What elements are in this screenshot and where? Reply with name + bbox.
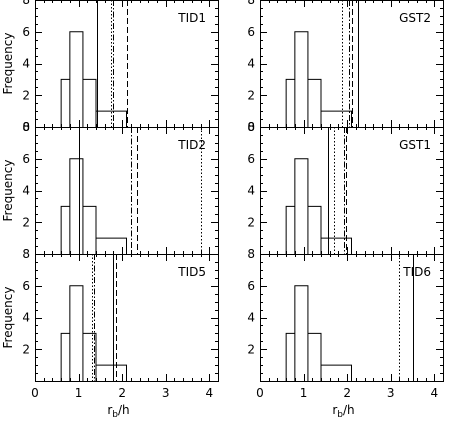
x-tick-label: 1	[75, 386, 83, 400]
histogram-bar	[286, 333, 295, 381]
histogram-bar	[321, 365, 352, 381]
x-tick-label: 1	[300, 386, 308, 400]
panel-tid1: 0 2 4 6 8 TID1 Frequency	[1, 0, 219, 134]
histogram	[285, 158, 352, 254]
panel-label: TID2	[177, 138, 206, 152]
histogram-bar	[61, 333, 70, 381]
x-tick-label: 4	[430, 386, 438, 400]
histogram-bar	[96, 365, 127, 381]
panel-label: TID1	[177, 11, 206, 25]
panel-label: TID5	[177, 265, 206, 279]
histogram-bar	[83, 79, 96, 127]
histogram-bar	[96, 238, 127, 254]
histogram-bar	[61, 79, 70, 127]
panel-label: TID6	[402, 265, 431, 279]
histogram-bar	[295, 286, 308, 381]
panel-label: GST1	[399, 138, 431, 152]
x-axis-label-main: r	[332, 403, 337, 417]
histogram	[60, 158, 127, 254]
x-axis-label-tail: /h	[343, 403, 355, 417]
x-tick-label: 3	[387, 386, 395, 400]
y-tick-label: 2	[22, 88, 30, 102]
histogram-bar	[286, 79, 295, 127]
y-tick-label: 6	[247, 152, 255, 166]
x-axis-label: rb/h	[107, 403, 129, 420]
y-tick-label: 8	[22, 120, 30, 134]
histogram-bar	[70, 159, 83, 254]
y-tick-label: 2	[247, 215, 255, 229]
y-tick-label: 6	[22, 25, 30, 39]
y-tick-label: 6	[22, 279, 30, 293]
y-tick-label: 2	[247, 88, 255, 102]
y-tick-label: 8	[247, 247, 255, 261]
x-axis-label-sub: b	[337, 410, 343, 420]
y-tick-label: 0	[247, 120, 255, 134]
x-tick-label: 3	[162, 386, 170, 400]
x-axis-label-main: r	[107, 403, 112, 417]
y-tick-label: 8	[247, 0, 255, 7]
histogram-bar	[70, 286, 83, 381]
x-axis-label-tail: /h	[118, 403, 130, 417]
y-tick-label: 8	[247, 120, 255, 134]
histogram-bar	[295, 159, 308, 254]
histogram	[285, 285, 352, 381]
y-tick-label: 2	[247, 342, 255, 356]
y-tick-label: 8	[22, 247, 30, 261]
x-tick-label: 4	[205, 386, 213, 400]
y-axis-label: Frequency	[1, 287, 15, 349]
y-tick-label: 4	[22, 184, 30, 198]
histogram	[60, 31, 127, 127]
panel-gst1: 2 4 6 8 GST1	[247, 120, 444, 255]
histogram-bar	[295, 32, 308, 127]
histogram-bar	[308, 206, 321, 254]
x-tick-label: 0	[256, 386, 264, 400]
histogram-bar	[321, 111, 352, 127]
x-axis-label: rb/h	[332, 403, 354, 420]
histogram-bar	[61, 206, 70, 254]
histogram-bar	[308, 79, 321, 127]
histogram-bar	[308, 333, 321, 381]
y-tick-label: 4	[22, 57, 30, 71]
y-tick-label: 0	[22, 120, 30, 134]
y-tick-label: 4	[247, 311, 255, 325]
panel-tid2: 2 4 6 8 TID2 Frequency	[1, 120, 219, 255]
histogram-bar	[83, 206, 96, 254]
histogram	[285, 31, 352, 127]
y-axis-label: Frequency	[1, 160, 15, 222]
x-tick-label: 0	[31, 386, 39, 400]
y-tick-label: 8	[22, 0, 30, 7]
y-tick-label: 2	[22, 342, 30, 356]
y-tick-label: 2	[22, 215, 30, 229]
y-tick-label: 4	[247, 57, 255, 71]
y-tick-label: 6	[247, 25, 255, 39]
y-tick-label: 6	[247, 279, 255, 293]
x-tick-label: 2	[343, 386, 351, 400]
panel-label: GST2	[399, 11, 431, 25]
histogram	[60, 285, 127, 381]
y-tick-label: 4	[247, 184, 255, 198]
histogram-bar	[70, 32, 83, 127]
panel-tid6: 2 4 6 8 0 1 2 3 4 TID6 rb/h	[247, 247, 444, 420]
x-axis-label-sub: b	[112, 410, 118, 420]
panel-gst2: 0 2 4 6 8 GST2	[247, 0, 444, 134]
y-tick-label: 4	[22, 311, 30, 325]
panel-tid5: 2 4 6 8 0 1 2 3 4 TID5 Frequency rb/h	[1, 247, 219, 420]
y-tick-label: 6	[22, 152, 30, 166]
y-axis-label: Frequency	[1, 33, 15, 95]
x-tick-label: 2	[118, 386, 126, 400]
histogram-bar	[286, 206, 295, 254]
